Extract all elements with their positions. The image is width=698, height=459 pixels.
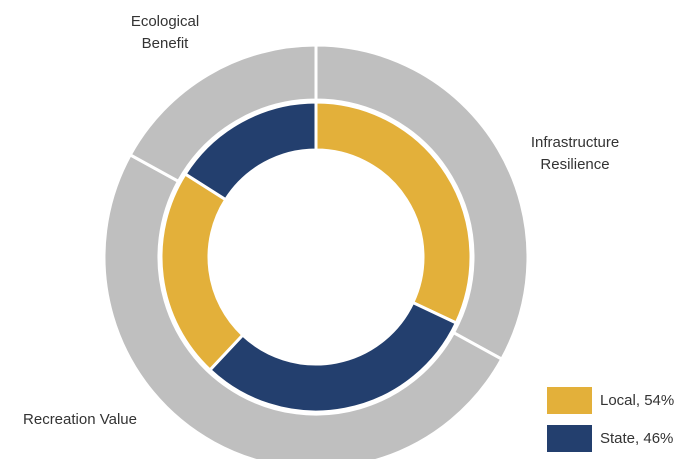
legend-label: Local, 54%	[600, 392, 674, 409]
inner-segment	[183, 100, 318, 202]
category-label: Infrastructure	[531, 134, 619, 151]
category-label: Resilience	[540, 156, 609, 173]
legend-swatch	[547, 387, 592, 414]
outer-segment	[314, 43, 530, 362]
category-label: Ecological	[131, 13, 199, 30]
outer-segment	[128, 43, 318, 184]
category-label: Recreation Value	[23, 411, 137, 428]
inner-segment	[314, 100, 473, 325]
category-label: Benefit	[142, 35, 190, 52]
legend-label: State, 46%	[600, 430, 673, 447]
outer-segment	[102, 152, 504, 459]
legend-swatch	[547, 425, 592, 452]
inner-segment	[207, 300, 459, 414]
